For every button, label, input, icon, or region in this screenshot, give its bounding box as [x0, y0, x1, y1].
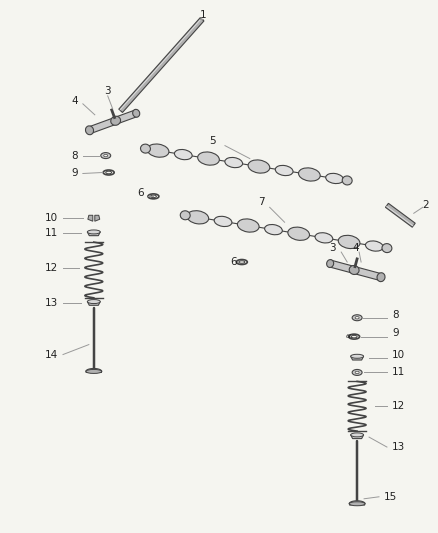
- Ellipse shape: [87, 230, 100, 234]
- Ellipse shape: [87, 300, 100, 304]
- Text: 14: 14: [45, 350, 58, 360]
- Ellipse shape: [85, 126, 93, 135]
- Ellipse shape: [110, 116, 120, 125]
- Text: 12: 12: [391, 401, 404, 411]
- Text: 1: 1: [199, 10, 206, 20]
- Text: 13: 13: [391, 442, 404, 452]
- Polygon shape: [119, 18, 204, 112]
- Ellipse shape: [348, 265, 358, 274]
- Ellipse shape: [237, 219, 258, 232]
- Text: 13: 13: [45, 298, 58, 308]
- Text: 3: 3: [104, 86, 111, 96]
- Ellipse shape: [326, 260, 333, 268]
- Ellipse shape: [86, 369, 102, 374]
- Ellipse shape: [350, 433, 363, 437]
- Ellipse shape: [140, 144, 150, 153]
- Text: 11: 11: [45, 228, 58, 238]
- Polygon shape: [87, 302, 100, 305]
- Text: 2: 2: [422, 200, 428, 211]
- Ellipse shape: [264, 224, 282, 235]
- Ellipse shape: [354, 317, 358, 319]
- Polygon shape: [87, 232, 100, 236]
- Ellipse shape: [247, 160, 269, 173]
- Polygon shape: [88, 215, 92, 221]
- Ellipse shape: [354, 372, 358, 374]
- Ellipse shape: [325, 173, 343, 183]
- Ellipse shape: [348, 502, 364, 506]
- Text: 6: 6: [230, 257, 237, 267]
- Polygon shape: [328, 260, 381, 280]
- Text: 12: 12: [45, 263, 58, 273]
- Ellipse shape: [214, 216, 231, 227]
- Ellipse shape: [132, 109, 139, 117]
- Text: 8: 8: [71, 151, 78, 160]
- Text: 10: 10: [391, 350, 404, 360]
- Ellipse shape: [342, 176, 351, 185]
- Ellipse shape: [101, 152, 110, 158]
- Text: 9: 9: [391, 328, 398, 337]
- Polygon shape: [348, 501, 364, 505]
- Ellipse shape: [147, 144, 169, 157]
- Polygon shape: [95, 215, 99, 221]
- Ellipse shape: [338, 236, 359, 248]
- Text: 11: 11: [391, 367, 404, 377]
- Ellipse shape: [224, 157, 242, 168]
- Ellipse shape: [314, 233, 332, 243]
- Polygon shape: [350, 356, 363, 360]
- Polygon shape: [385, 203, 414, 227]
- Text: 4: 4: [352, 243, 359, 253]
- Text: 9: 9: [71, 168, 78, 179]
- Text: 15: 15: [383, 492, 396, 502]
- Polygon shape: [88, 110, 137, 134]
- Text: 4: 4: [71, 96, 78, 106]
- Ellipse shape: [103, 155, 107, 157]
- Ellipse shape: [287, 227, 309, 240]
- Text: 10: 10: [45, 213, 58, 223]
- Ellipse shape: [351, 315, 361, 321]
- Ellipse shape: [298, 168, 319, 181]
- Ellipse shape: [174, 149, 192, 160]
- Ellipse shape: [381, 244, 391, 253]
- Ellipse shape: [350, 354, 363, 358]
- Ellipse shape: [376, 273, 384, 281]
- Text: 3: 3: [329, 243, 336, 253]
- Text: 7: 7: [258, 197, 265, 207]
- Ellipse shape: [364, 241, 382, 251]
- Polygon shape: [86, 368, 102, 373]
- Ellipse shape: [197, 152, 219, 165]
- Text: 6L: 6L: [345, 334, 352, 339]
- Ellipse shape: [180, 211, 190, 220]
- Ellipse shape: [275, 165, 292, 175]
- Ellipse shape: [351, 369, 361, 375]
- Polygon shape: [350, 435, 363, 439]
- Text: 5: 5: [208, 136, 215, 146]
- Text: 6: 6: [137, 188, 143, 198]
- Text: 8: 8: [391, 310, 398, 320]
- Ellipse shape: [187, 211, 208, 224]
